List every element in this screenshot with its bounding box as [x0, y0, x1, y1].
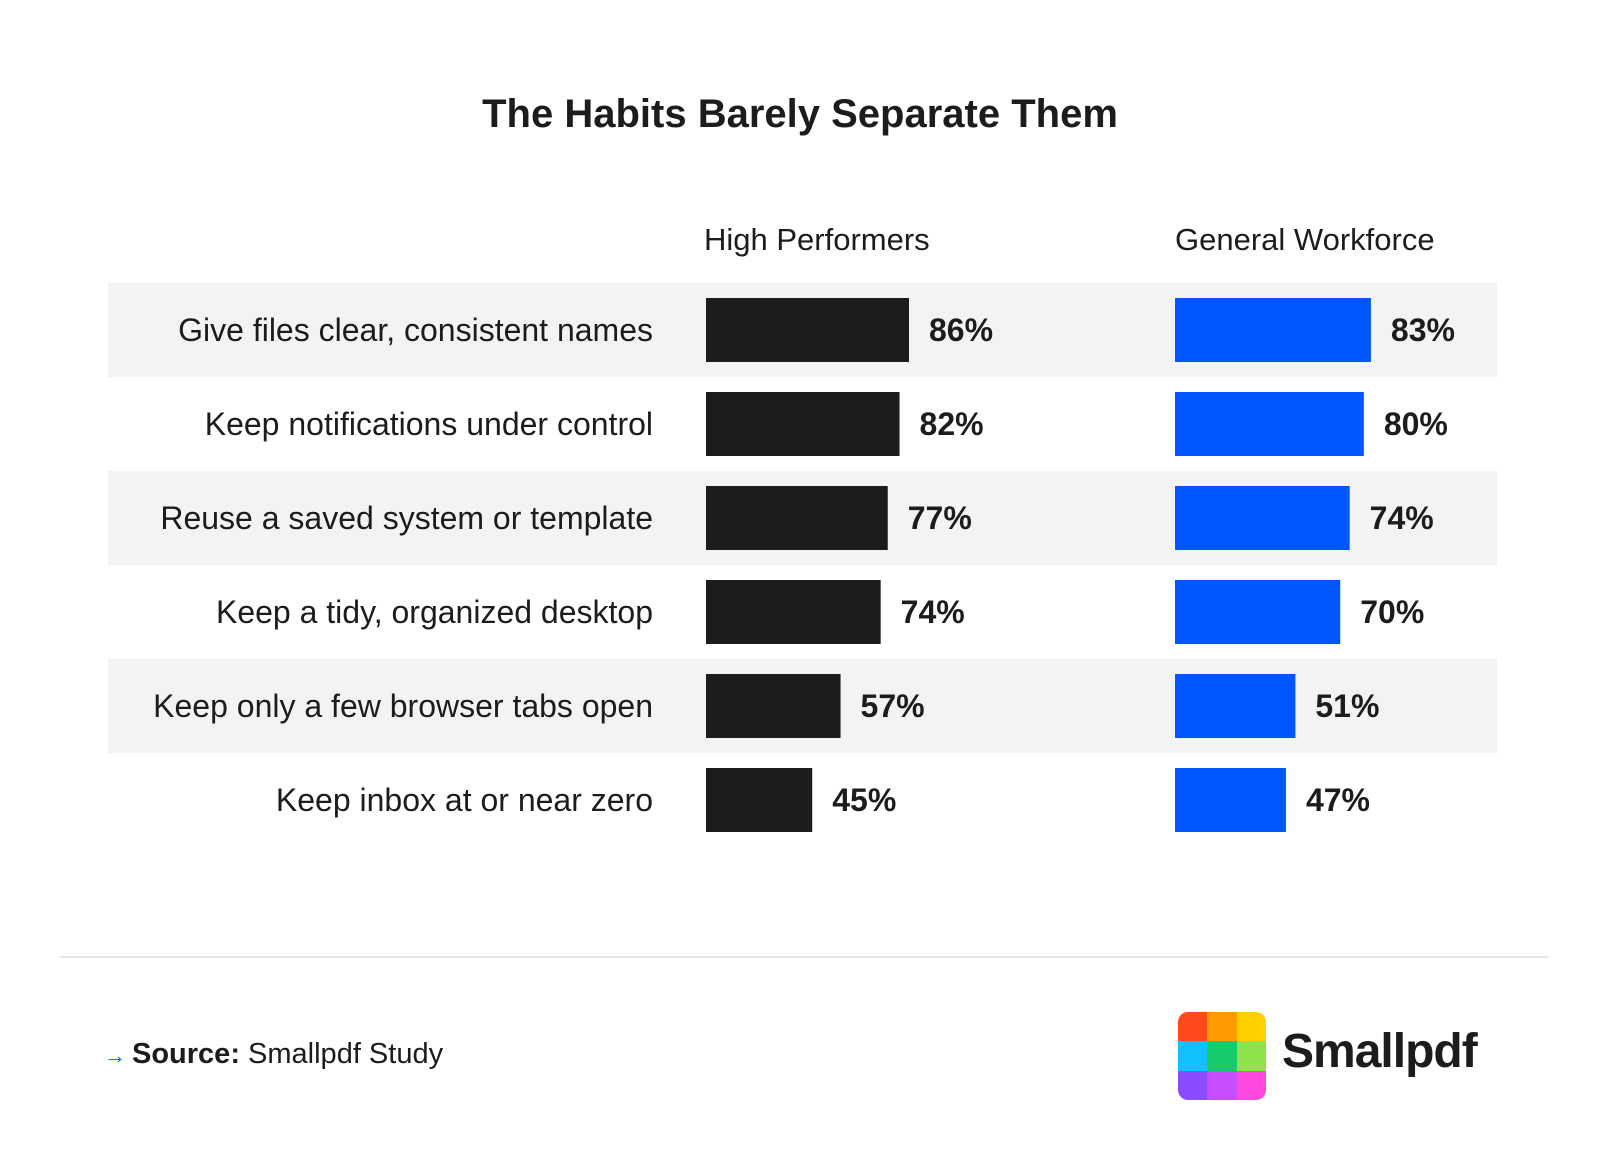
- bar-high-performers: [706, 298, 909, 362]
- category-label: Keep a tidy, organized desktop: [216, 594, 653, 630]
- bar-chart: Give files clear, consistent names 86% 83%…: [108, 283, 1497, 832]
- bar-general-workforce: [1175, 486, 1350, 550]
- logo-tile: [1207, 1070, 1237, 1100]
- bar-high-performers: [706, 392, 900, 456]
- arrow-right-icon: →: [104, 1043, 126, 1068]
- footer-divider: [60, 956, 1548, 958]
- logo-tile: [1236, 1041, 1266, 1071]
- source-text: Smallpdf Study: [248, 1038, 444, 1070]
- chart-title: The Habits Barely Separate Them: [482, 92, 1118, 136]
- value-label: 45%: [832, 782, 896, 818]
- smallpdf-logo-icon: [1178, 1012, 1266, 1100]
- bar-high-performers: [706, 674, 841, 738]
- series-header-high-performers: High Performers: [704, 222, 930, 257]
- bar-high-performers: [706, 486, 888, 550]
- value-label: 47%: [1306, 782, 1370, 818]
- source-label: Source:: [132, 1038, 240, 1070]
- value-label: 74%: [1370, 500, 1434, 536]
- category-label: Keep notifications under control: [205, 406, 653, 442]
- value-label: 86%: [929, 312, 993, 348]
- value-label: 77%: [908, 500, 972, 536]
- category-label: Keep only a few browser tabs open: [153, 688, 653, 724]
- logo-tile: [1207, 1041, 1237, 1071]
- bar-general-workforce: [1175, 674, 1296, 738]
- logo-tile: [1178, 1041, 1208, 1071]
- logo-tile: [1207, 1012, 1237, 1042]
- bar-high-performers: [706, 768, 813, 832]
- bar-general-workforce: [1175, 580, 1341, 644]
- bar-general-workforce: [1175, 298, 1371, 362]
- bar-general-workforce: [1175, 392, 1364, 456]
- bar-high-performers: [706, 580, 881, 644]
- category-label: Give files clear, consistent names: [178, 312, 653, 348]
- bar-general-workforce: [1175, 768, 1286, 832]
- category-label: Keep inbox at or near zero: [276, 782, 653, 818]
- value-label: 70%: [1360, 594, 1424, 630]
- value-label: 74%: [901, 594, 965, 630]
- logo-tile: [1178, 1012, 1208, 1042]
- logo-tile: [1178, 1070, 1208, 1100]
- logo-tile: [1236, 1012, 1266, 1042]
- value-label: 83%: [1391, 312, 1455, 348]
- series-header-general-workforce: General Workforce: [1175, 222, 1435, 257]
- value-label: 80%: [1384, 406, 1448, 442]
- category-label: Reuse a saved system or template: [160, 500, 653, 536]
- source-note: → Source: Smallpdf Study: [104, 1038, 443, 1071]
- value-label: 57%: [861, 688, 925, 724]
- value-label: 51%: [1315, 688, 1379, 724]
- brand-name: Smallpdf: [1282, 1025, 1478, 1078]
- logo-tile: [1236, 1070, 1266, 1100]
- value-label: 82%: [920, 406, 984, 442]
